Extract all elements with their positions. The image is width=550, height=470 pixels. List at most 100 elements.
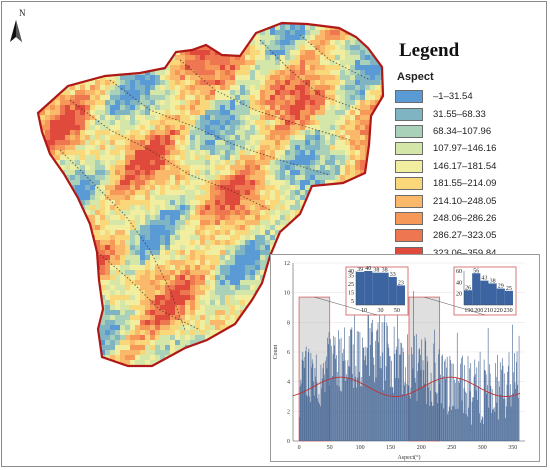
density-curve xyxy=(292,376,521,397)
histogram-bar xyxy=(438,354,439,441)
histogram-bar xyxy=(494,412,496,441)
histogram-bar xyxy=(479,413,480,441)
histogram-bar xyxy=(490,385,492,441)
histogram-bar xyxy=(481,416,483,441)
histogram-bar xyxy=(358,331,359,441)
histogram-bar xyxy=(512,393,514,441)
histogram-bar xyxy=(418,349,420,441)
histogram-bar xyxy=(304,357,306,441)
histogram-bar xyxy=(427,361,429,441)
legend: Legend Aspect –1–31.54 31.55–68.33 68.34… xyxy=(395,40,545,262)
histogram-bar xyxy=(343,348,345,441)
histogram-bar xyxy=(471,424,472,441)
inset-bar-label: 26 xyxy=(465,285,471,291)
histogram-bar xyxy=(417,362,419,441)
histogram-bar xyxy=(325,360,326,441)
legend-item-label: 107.97–146.16 xyxy=(433,143,497,155)
histogram-bar xyxy=(462,355,463,441)
histogram-bar xyxy=(423,370,425,441)
histogram-bar xyxy=(434,329,435,441)
histogram-bar xyxy=(321,378,323,441)
histogram-bar xyxy=(455,409,457,441)
histogram-bar xyxy=(307,352,309,441)
y-axis-label: Count xyxy=(273,344,279,359)
histogram-bar xyxy=(351,327,353,441)
histogram-bar xyxy=(333,335,335,441)
histogram-bar xyxy=(506,384,508,441)
histogram-bar xyxy=(493,408,494,441)
histogram-bar xyxy=(390,387,392,441)
histogram-bar xyxy=(363,347,365,441)
histogram-bar xyxy=(516,362,517,441)
histogram-bar xyxy=(430,390,431,441)
histogram-bar xyxy=(484,369,486,441)
histogram-bar xyxy=(379,367,381,441)
histogram-bar xyxy=(310,353,312,441)
histogram-bar xyxy=(313,381,314,441)
histogram-bar xyxy=(314,368,316,441)
histogram-bar xyxy=(432,405,434,441)
histogram-bar xyxy=(413,335,415,441)
histogram-bar xyxy=(496,402,498,441)
histogram-bar xyxy=(460,363,461,441)
histogram-bar xyxy=(374,382,376,441)
histogram-bar xyxy=(350,329,352,441)
histogram-bar xyxy=(491,413,492,441)
histogram-bar xyxy=(385,380,386,441)
histogram-bar xyxy=(326,368,328,441)
histogram-bar xyxy=(434,362,436,441)
north-arrow-icon xyxy=(10,20,22,42)
histogram-bar xyxy=(488,407,490,441)
legend-item-label: 68.34–107.96 xyxy=(433,125,492,137)
histogram-bar xyxy=(316,381,318,441)
histogram-bar xyxy=(450,409,452,441)
inset-y-tick: 15 xyxy=(348,290,354,296)
histogram-bar xyxy=(354,278,355,441)
histogram-bar xyxy=(518,397,519,441)
histogram-bar xyxy=(437,403,439,441)
histogram-bar xyxy=(339,339,341,441)
inset-x-tick: 210 xyxy=(484,308,493,314)
histogram-bar xyxy=(383,322,385,441)
histogram-bar xyxy=(360,377,362,441)
inset-x-tick: 230 xyxy=(504,308,513,314)
histogram-bar xyxy=(465,413,467,441)
inset-y-tick: 35 xyxy=(348,273,354,279)
histogram-bar xyxy=(469,368,470,441)
histogram-bar xyxy=(338,330,339,441)
histogram-bar xyxy=(456,332,458,441)
histogram-bar xyxy=(502,365,504,441)
histogram-bar xyxy=(387,343,389,441)
histogram-bar xyxy=(458,382,460,441)
histogram-bar xyxy=(323,363,324,441)
histogram-bar xyxy=(376,330,378,441)
histogram-bar xyxy=(495,376,497,441)
histogram-bar xyxy=(415,382,416,441)
histogram-bar xyxy=(514,382,516,441)
histogram-bar xyxy=(406,383,408,441)
histogram-bar xyxy=(362,337,363,441)
histogram-bar xyxy=(308,348,310,441)
histogram-bar xyxy=(346,374,347,441)
histogram-bar xyxy=(299,416,300,441)
histogram-bar xyxy=(392,386,394,441)
legend-item-label: –1–31.54 xyxy=(433,91,473,103)
histogram-bar xyxy=(450,360,451,441)
histogram-bar xyxy=(354,376,356,441)
histogram-bar xyxy=(422,387,423,441)
histogram-bar xyxy=(442,354,443,441)
inset-y-tick: 40 xyxy=(348,269,354,275)
inset-bar-label: 38 xyxy=(373,268,379,274)
inset-bar-label: 33 xyxy=(390,272,396,278)
histogram-bar xyxy=(515,388,517,441)
legend-item: 68.34–107.96 xyxy=(395,123,545,140)
histogram-bar xyxy=(501,358,503,441)
histogram-bar xyxy=(340,337,342,441)
histogram-bar xyxy=(473,376,475,441)
histogram-bar xyxy=(411,354,413,441)
legend-item: 181.55–214.09 xyxy=(395,175,545,192)
histogram-bar xyxy=(407,385,409,441)
histogram-bar xyxy=(442,376,444,441)
north-label: N xyxy=(19,8,26,18)
histogram-bar xyxy=(517,384,519,441)
